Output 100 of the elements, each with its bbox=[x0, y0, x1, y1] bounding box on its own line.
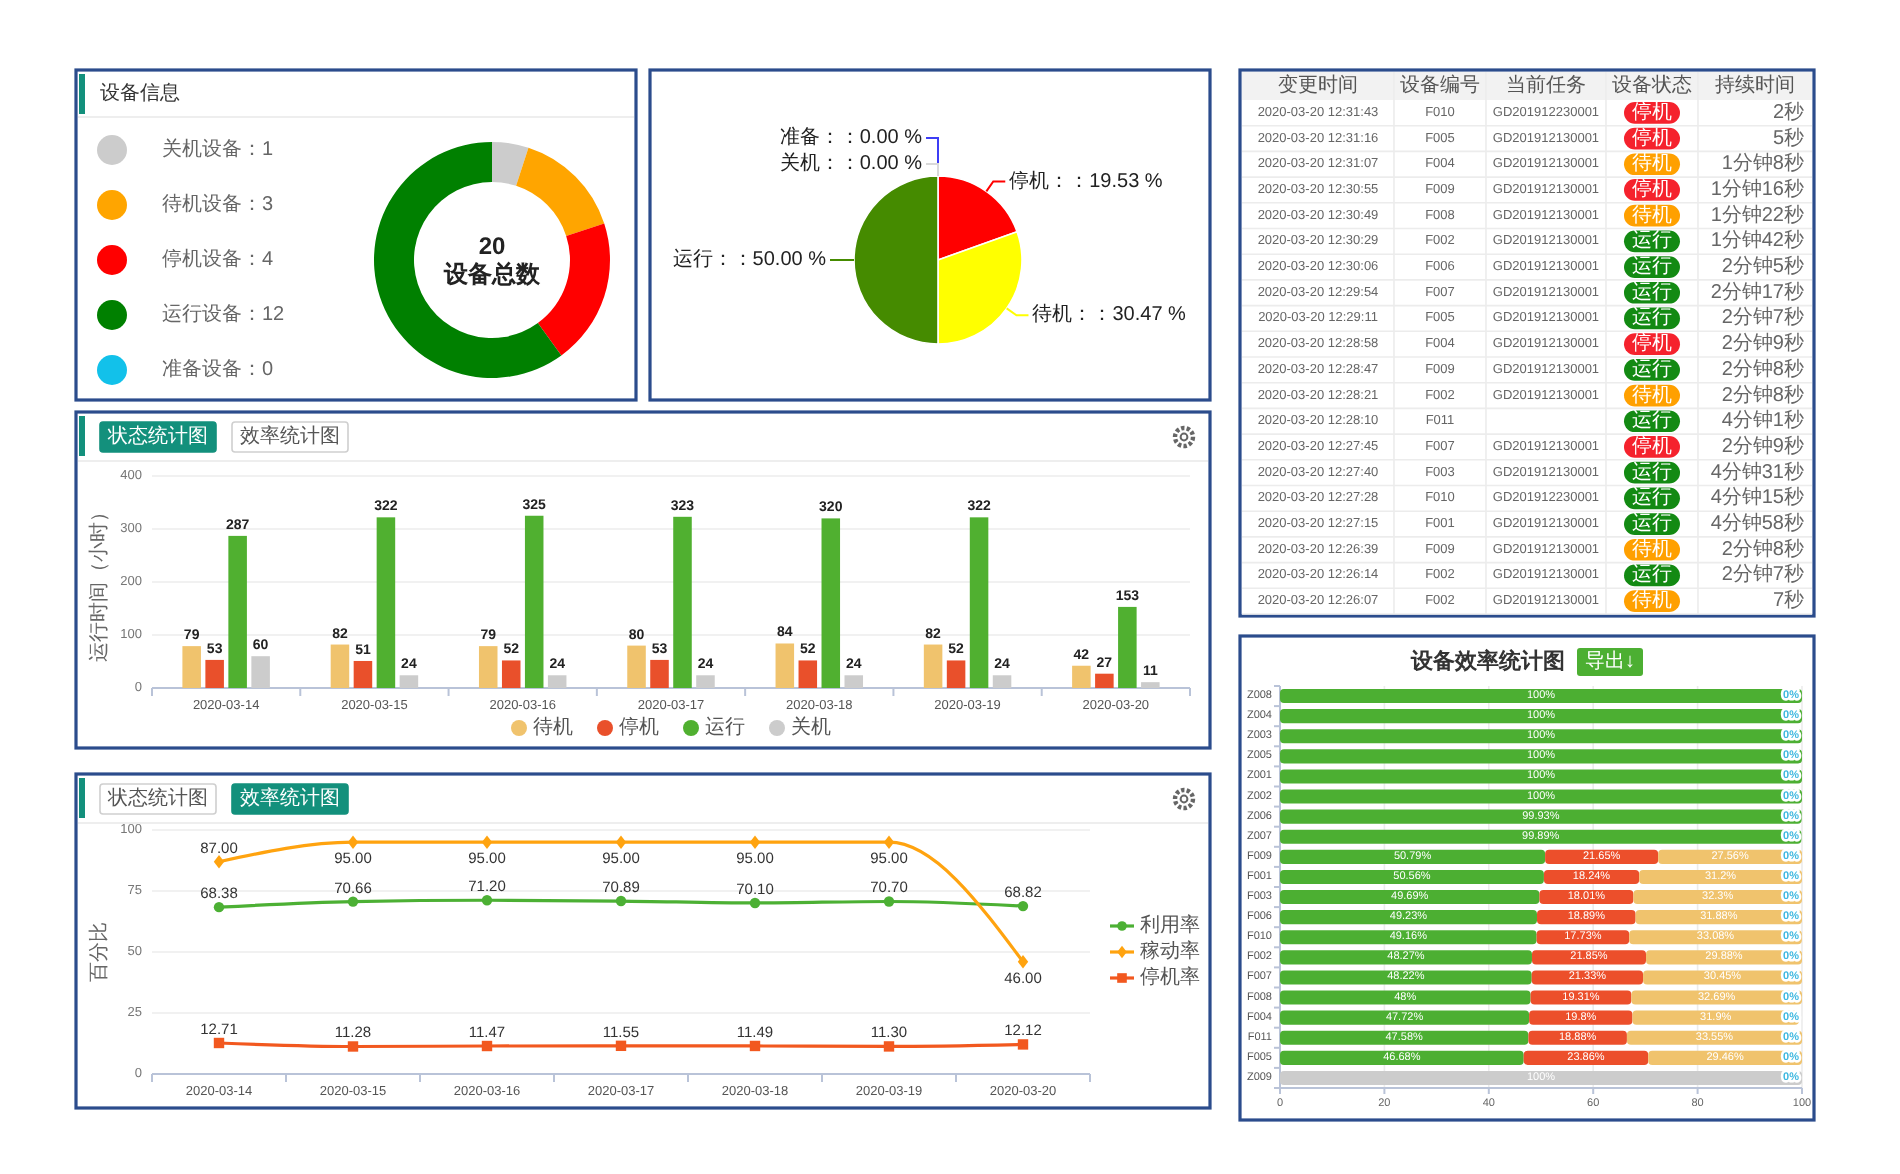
text: 1分钟8秒 bbox=[1721, 153, 1804, 176]
bar bbox=[775, 643, 795, 688]
text: 4分钟1秒 bbox=[1721, 410, 1804, 433]
point bbox=[883, 896, 895, 907]
text: 4分钟31秒 bbox=[1710, 461, 1804, 484]
text: 停机 bbox=[1632, 333, 1672, 356]
text: 2秒 bbox=[1772, 101, 1804, 124]
bar bbox=[1280, 789, 1802, 804]
text: 运行 bbox=[1632, 256, 1672, 279]
point bbox=[1017, 900, 1029, 912]
bar bbox=[1280, 1050, 1524, 1065]
legend-label: 运行设备：12 bbox=[162, 302, 286, 326]
text: 运行 bbox=[1632, 410, 1672, 433]
donut-slice bbox=[537, 223, 610, 356]
point bbox=[1017, 955, 1029, 969]
bar bbox=[844, 675, 864, 688]
legend-label: 利用率 bbox=[1140, 913, 1200, 937]
bar bbox=[1280, 970, 1532, 985]
text: 停机 bbox=[1632, 127, 1672, 150]
category-label: 持续时间 bbox=[1715, 73, 1795, 97]
point bbox=[749, 835, 761, 849]
text: 运行 bbox=[1632, 230, 1672, 253]
text: 导出↓ bbox=[1585, 649, 1635, 673]
text: 待机 bbox=[1632, 204, 1672, 227]
bar bbox=[353, 660, 373, 688]
bar bbox=[1280, 1030, 1529, 1045]
text: 7秒 bbox=[1772, 590, 1804, 613]
y-axis-title: 运行时间（小时） bbox=[87, 502, 111, 662]
point bbox=[883, 835, 895, 849]
category-label: 设备状态 bbox=[1612, 73, 1692, 97]
bar bbox=[1280, 849, 1546, 864]
bar bbox=[1280, 990, 1531, 1005]
text: 2分钟9秒 bbox=[1721, 333, 1804, 356]
legend-label: 待机 bbox=[533, 715, 573, 739]
point bbox=[347, 835, 359, 849]
text: 待机 bbox=[1632, 153, 1672, 176]
point bbox=[481, 1040, 493, 1052]
legend-label: 关机设备：1 bbox=[162, 137, 274, 161]
bar bbox=[798, 660, 818, 688]
bar bbox=[1118, 606, 1137, 688]
text: 2分钟5秒 bbox=[1721, 256, 1804, 279]
text: 2分钟7秒 bbox=[1721, 564, 1804, 587]
text: 停机 bbox=[1632, 178, 1672, 201]
donut-slice bbox=[516, 147, 605, 236]
text: 4分钟58秒 bbox=[1710, 513, 1804, 536]
bar bbox=[627, 645, 646, 688]
text: 运行 bbox=[1632, 307, 1672, 330]
legend-label: 停机设备：4 bbox=[162, 247, 274, 271]
point bbox=[347, 896, 359, 907]
legend-label: 关机 bbox=[791, 715, 831, 739]
point bbox=[213, 901, 225, 913]
bar bbox=[696, 675, 715, 688]
chart-title: 状态统计图 bbox=[106, 424, 208, 448]
text: 2分钟8秒 bbox=[1721, 538, 1804, 561]
legend-label: 稼动率 bbox=[1140, 939, 1200, 963]
chart-title: 设备效率统计图 bbox=[1409, 648, 1565, 674]
bar bbox=[1280, 729, 1802, 744]
bar bbox=[1280, 809, 1802, 824]
text: 待机 bbox=[1632, 590, 1672, 613]
bar bbox=[821, 518, 841, 688]
text: 2分钟17秒 bbox=[1710, 281, 1804, 304]
point bbox=[615, 895, 627, 907]
legend-label: 停机 bbox=[619, 715, 659, 739]
text: 2分钟8秒 bbox=[1721, 384, 1804, 407]
bar bbox=[1280, 769, 1802, 784]
bar bbox=[1280, 890, 1540, 905]
point bbox=[749, 897, 761, 909]
bar bbox=[228, 535, 247, 688]
text: 运行 bbox=[1632, 487, 1672, 510]
bar bbox=[399, 675, 419, 688]
bar bbox=[1141, 682, 1160, 688]
text: 1分钟22秒 bbox=[1710, 204, 1804, 227]
bar bbox=[1280, 709, 1802, 724]
text: 4分钟15秒 bbox=[1710, 487, 1804, 510]
category-label: 设备编号 bbox=[1400, 73, 1480, 97]
text: 待机 bbox=[1632, 384, 1672, 407]
chart-title: 效率统计图 bbox=[240, 786, 340, 810]
text: 1分钟16秒 bbox=[1710, 178, 1804, 201]
text: 待机 bbox=[1632, 538, 1672, 561]
point bbox=[883, 1041, 895, 1052]
text: 设备总数 bbox=[442, 260, 542, 288]
slice-label: 运行：：50.00 % bbox=[672, 247, 827, 271]
legend-label: 关机：：0.00 % bbox=[779, 151, 923, 175]
bar bbox=[547, 675, 567, 688]
legend-label: 运行 bbox=[705, 715, 745, 739]
bar bbox=[376, 517, 396, 688]
legend-label: 待机设备：3 bbox=[162, 192, 274, 216]
slice-label: 待机：：30.47 % bbox=[1032, 302, 1187, 327]
bar bbox=[501, 660, 521, 688]
bar bbox=[1280, 910, 1537, 925]
text: 20 bbox=[478, 232, 506, 260]
bar bbox=[330, 644, 350, 688]
bar bbox=[205, 659, 224, 688]
text: 1分钟42秒 bbox=[1710, 230, 1804, 253]
bar bbox=[1280, 749, 1802, 764]
bar bbox=[673, 516, 692, 688]
donut-slice bbox=[374, 142, 562, 378]
bar bbox=[524, 515, 544, 688]
bar bbox=[969, 517, 989, 688]
bar bbox=[1280, 829, 1802, 844]
